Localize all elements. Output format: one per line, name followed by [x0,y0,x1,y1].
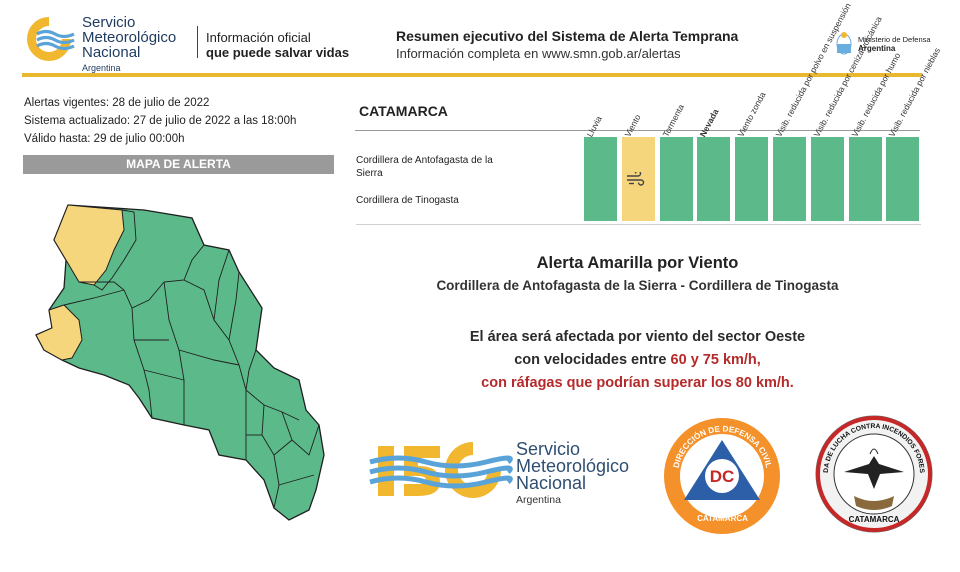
logo-line-4: Argentina [82,63,121,73]
tagline-line-1: Información oficial [206,30,311,45]
alert-cell-2 [659,137,695,221]
column-header-4: Viento zonda [735,90,768,139]
table-bottom-line [356,224,921,225]
smn-150-line-1: Servicio [516,439,581,459]
summary-title: Resumen ejecutivo del Sistema de Alerta … [396,28,739,44]
header-rule [22,73,922,77]
ministry-line-2: Argentina [858,44,896,53]
logo-line-3: Nacional [82,44,141,61]
tagline-line-2: que puede salvar vidas [206,45,350,60]
column-header-2: Tormenta [660,102,686,139]
alert-cell-7 [848,137,884,221]
smn-150-line-2: Meteorológico [516,456,630,476]
column-header-5: Visib. reducida por polvo en suspensión [773,1,853,139]
alert-line-2-prefix: con velocidades entre [514,352,671,368]
smn-150-text: Servicio Meteorológico Nacional Argentin… [516,439,630,509]
defensa-civil-logo: DC DIRECCIÓN DE DEFENSA CIVIL [664,418,780,534]
dc-bottom-text: CATAMARCA [697,514,748,523]
alert-zones: Cordillera de Antofagasta de la Sierra -… [436,278,839,293]
column-header-3: Nevada [697,107,721,139]
alert-map [35,204,325,521]
smn-150-mark-icon [369,442,513,498]
alert-info: Alertas vigentes: 28 de julio de 2022 Si… [24,94,296,148]
alert-title: Alerta Amarilla por Viento [536,254,739,272]
header: Servicio Meteorológico Nacional Argentin… [0,0,960,78]
column-header-6: Visib. reducida por ceniza volcánica [811,14,884,139]
map-title: MAPA DE ALERTA [23,155,334,174]
ministry-line-1: Ministerio de Defensa [858,35,931,44]
alert-speed-range: 60 y 75 km/h, [670,352,761,368]
region-title: CATAMARCA [359,103,448,119]
alert-cell-1 [621,137,657,221]
zone-label-antofagasta: Cordillera de Antofagasta de la Sierra [356,155,493,179]
alert-line-2: con velocidades entre 60 y 75 km/h, [355,352,920,368]
header-divider [197,26,198,58]
wind-icon [627,172,645,186]
alertas-vigentes: Alertas vigentes: 28 de julio de 2022 [24,97,210,109]
brigade-logo: BRIGADA DE LUCHA CONTRA INCENDIOS FOREST… [814,414,933,533]
argentina-shield-icon [836,32,852,55]
tagline: Información oficial que puede salvar vid… [206,30,349,60]
smn-logo-text: Servicio Meteorológico Nacional Argentin… [82,15,176,76]
column-header-0: Lluvia [584,114,604,139]
alert-cell-0 [584,137,619,221]
ministry-text: Ministerio de Defensa Argentina [858,35,931,53]
alert-cell-3 [697,137,733,221]
summary: Resumen ejecutivo del Sistema de Alerta … [396,27,738,63]
column-header-1: Viento [622,112,643,139]
smn-150-line-3: Nacional [516,473,587,493]
zone-tinogasta [35,304,83,361]
logo-line-2: Meteorológico [82,29,177,46]
alert-cell-8 [886,137,922,221]
smn-150-line-4: Argentina [516,494,561,506]
alert-cell-4 [735,137,771,221]
brigade-bottom-text: CATAMARCA [848,515,900,524]
summary-subtitle[interactable]: Información completa en www.smn.gob.ar/a… [396,46,681,61]
alert-line-3: con ráfagas que podrían superar los 80 k… [481,375,794,391]
zone-label-tinogasta: Cordillera de Tinogasta [356,195,459,206]
dc-center-text: DC [710,467,735,486]
alert-cell-6 [810,137,846,221]
valido-hasta: Válido hasta: 29 de julio 00:00h [24,133,185,145]
alert-cell-5 [773,137,808,221]
smn-150-logo: Servicio Meteorológico Nacional Argentin… [368,438,658,506]
alert-line-1: El área será afectada por viento del sec… [469,329,806,345]
smn-logo-icon [27,17,75,61]
column-header-8: Visib. reducida por nieblas [886,46,943,139]
column-header-7: Visib. reducida por humo [849,51,903,139]
logo-line-1: Servicio [82,14,136,31]
table-header-line [355,130,920,131]
ministry-logo: Ministerio de Defensa Argentina [836,30,936,60]
sistema-actualizado: Sistema actualizado: 27 de julio de 2022… [24,115,297,127]
